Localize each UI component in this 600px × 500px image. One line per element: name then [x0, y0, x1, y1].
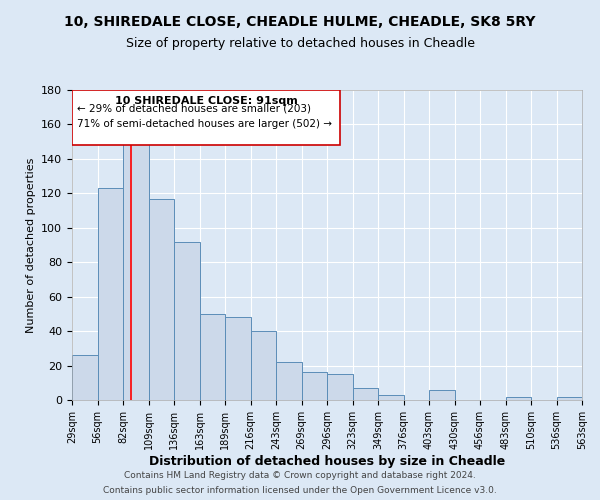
Bar: [123, 142, 149, 400]
Text: Contains public sector information licensed under the Open Government Licence v3: Contains public sector information licen…: [103, 486, 497, 495]
Bar: [174, 242, 200, 400]
Bar: [72, 355, 97, 400]
Text: 10, SHIREDALE CLOSE, CHEADLE HULME, CHEADLE, SK8 5RY: 10, SHIREDALE CLOSE, CHEADLE HULME, CHEA…: [64, 15, 536, 29]
Bar: [378, 395, 404, 400]
Bar: [149, 198, 174, 400]
Bar: [327, 374, 353, 400]
Bar: [557, 396, 582, 400]
Bar: [251, 331, 276, 400]
Bar: [429, 390, 455, 400]
Bar: [302, 372, 327, 400]
Text: Size of property relative to detached houses in Cheadle: Size of property relative to detached ho…: [125, 38, 475, 51]
Text: 71% of semi-detached houses are larger (502) →: 71% of semi-detached houses are larger (…: [77, 120, 332, 130]
Y-axis label: Number of detached properties: Number of detached properties: [26, 158, 35, 332]
Text: Contains HM Land Registry data © Crown copyright and database right 2024.: Contains HM Land Registry data © Crown c…: [124, 471, 476, 480]
Bar: [353, 388, 378, 400]
Text: 10 SHIREDALE CLOSE: 91sqm: 10 SHIREDALE CLOSE: 91sqm: [115, 96, 298, 106]
Text: ← 29% of detached houses are smaller (203): ← 29% of detached houses are smaller (20…: [77, 104, 311, 114]
Bar: [200, 314, 225, 400]
X-axis label: Distribution of detached houses by size in Cheadle: Distribution of detached houses by size …: [149, 454, 505, 468]
Bar: [276, 362, 302, 400]
Bar: [225, 318, 251, 400]
FancyBboxPatch shape: [72, 90, 340, 145]
Bar: [505, 396, 531, 400]
Bar: [97, 188, 123, 400]
